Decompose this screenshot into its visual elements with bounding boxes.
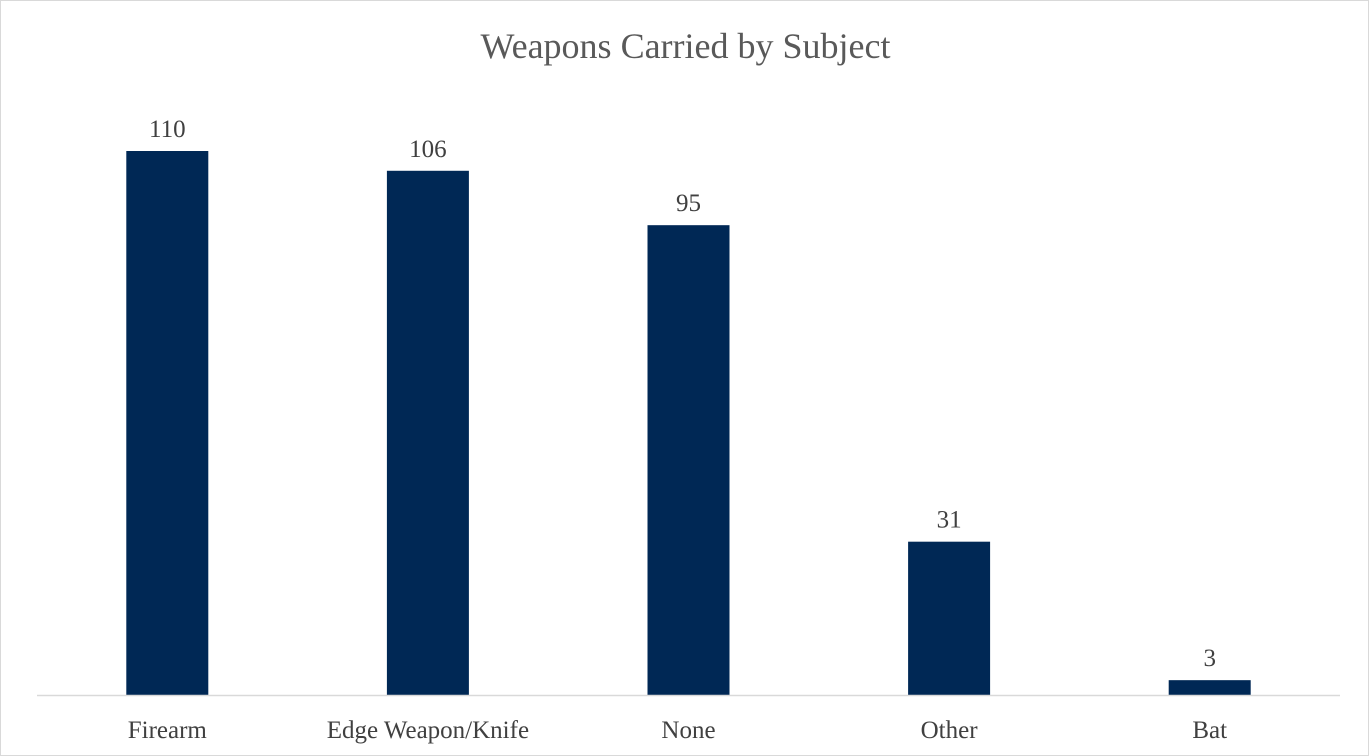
bar-edge-weapon-knife: [386, 170, 469, 696]
bars-group: [126, 151, 1251, 696]
bar-firearm: [126, 151, 209, 695]
x-tick-label: Edge Weapon/Knife: [327, 717, 529, 744]
bar-none: [647, 225, 730, 695]
chart-title: Weapons Carried by Subject: [480, 26, 891, 66]
bar-other: [908, 541, 991, 695]
x-tick-label: Bat: [1192, 717, 1227, 744]
x-tick-label: Other: [921, 717, 979, 744]
data-label: 31: [937, 507, 962, 534]
data-label: 95: [676, 190, 701, 217]
tick-labels-group: Firearm Edge Weapon/Knife None Other Bat: [128, 717, 1227, 744]
value-labels-group: 110 106 95 31 3: [149, 116, 1216, 672]
x-tick-label: None: [661, 717, 715, 744]
bar-bat: [1168, 680, 1251, 695]
data-label: 106: [409, 136, 447, 163]
data-label: 3: [1203, 645, 1216, 672]
data-label: 110: [149, 116, 186, 143]
x-tick-label: Firearm: [128, 717, 208, 744]
